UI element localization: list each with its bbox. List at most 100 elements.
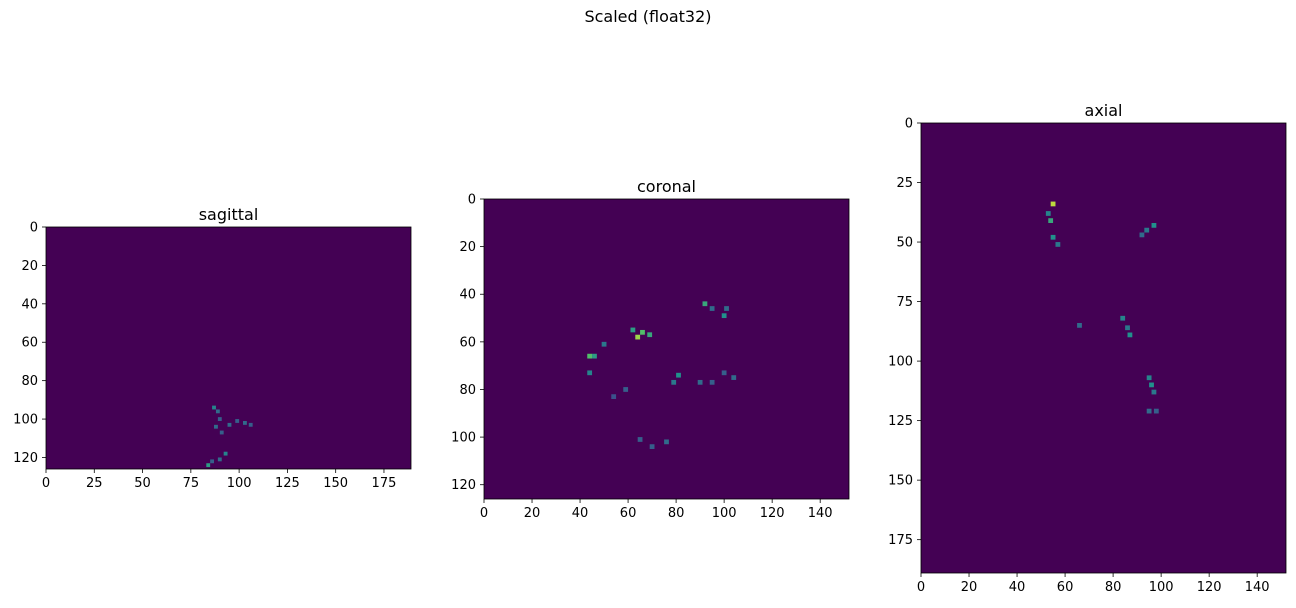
figure-suptitle: Scaled (float32) — [584, 7, 712, 26]
axial-voxel-11 — [1127, 332, 1133, 338]
coronal-xtick-label-7: 140 — [808, 506, 833, 521]
sagittal-ytick-label-1: 20 — [21, 259, 38, 274]
axial-xtick-label-1: 20 — [961, 580, 978, 595]
sagittal-voxel-9 — [223, 451, 228, 456]
coronal-voxel-1 — [709, 306, 715, 311]
sagittal-xtick-label-1: 25 — [86, 476, 103, 491]
coronal-ytick-label-1: 20 — [459, 240, 476, 255]
sagittal-xtick-label-0: 0 — [42, 476, 50, 491]
sagittal-voxel-5 — [227, 422, 232, 427]
coronal-voxel-19 — [611, 394, 617, 399]
coronal-xtick-label-0: 0 — [480, 506, 488, 521]
axial-ytick-label-2: 50 — [896, 236, 913, 251]
coronal-voxel-21 — [649, 444, 655, 449]
sagittal-voxel-12 — [210, 459, 215, 464]
axial-voxel-15 — [1146, 408, 1152, 414]
coronal-voxel-13 — [671, 379, 677, 385]
coronal-voxel-18 — [623, 387, 629, 392]
coronal-ytick-label-3: 60 — [459, 335, 476, 350]
axial-voxel-10 — [1125, 325, 1130, 331]
sagittal-xtick-label-4: 100 — [227, 476, 252, 491]
coronal-ytick-label-5: 100 — [451, 431, 476, 446]
sagittal-axes-frame — [45, 226, 412, 470]
coronal-xtick-label-4: 80 — [668, 506, 685, 521]
coronal-voxel-12 — [676, 372, 681, 378]
sagittal-xtick-label-2: 50 — [134, 476, 151, 491]
coronal-voxel-6 — [640, 329, 645, 335]
axial-voxel-9 — [1120, 315, 1126, 321]
coronal-panel: coronal 0 20 40 60 80 100 120 140 0 20 40 60 80 100 120 — [451, 177, 850, 521]
sagittal-title: sagittal — [199, 205, 259, 224]
axial-voxel-8 — [1077, 323, 1082, 328]
axial-title: axial — [1085, 101, 1123, 120]
sagittal-voxel-2 — [217, 417, 222, 421]
coronal-voxel-11 — [587, 370, 593, 376]
coronal-ytick-label-4: 80 — [459, 383, 476, 398]
coronal-xtick-label-1: 20 — [524, 506, 541, 521]
sagittal-voxel-8 — [248, 422, 253, 427]
coronal-voxel-10 — [592, 353, 597, 359]
coronal-voxel-7 — [647, 332, 653, 338]
sagittal-voxel-11 — [206, 463, 211, 468]
axial-image — [921, 123, 1286, 573]
axial-xtick-label-2: 40 — [1009, 580, 1026, 595]
sagittal-ytick-label-2: 40 — [21, 297, 38, 312]
coronal-ytick-label-2: 40 — [459, 288, 476, 303]
sagittal-voxel-3 — [214, 424, 218, 429]
axial-voxel-5 — [1151, 223, 1157, 228]
sagittal-ytick-label-4: 80 — [21, 374, 38, 389]
axial-ytick-label-5: 125 — [888, 414, 913, 429]
coronal-voxel-2 — [721, 313, 727, 319]
coronal-ytick-label-6: 120 — [451, 478, 476, 493]
coronal-axes-frame — [483, 198, 850, 500]
axial-axes-frame — [920, 122, 1287, 574]
axial-xtick-label-6: 120 — [1197, 580, 1222, 595]
axial-voxel-6 — [1144, 227, 1150, 233]
coronal-voxel-0 — [702, 301, 708, 307]
sagittal-voxel-6 — [235, 419, 240, 423]
axial-ytick-label-7: 175 — [888, 533, 913, 548]
sagittal-voxel-10 — [217, 457, 222, 462]
axial-voxel-0 — [1050, 201, 1056, 207]
coronal-voxel-4 — [630, 327, 636, 333]
sagittal-xtick-label-6: 150 — [323, 476, 348, 491]
coronal-ytick-label-0: 0 — [468, 193, 476, 208]
sagittal-ytick-label-0: 0 — [30, 221, 38, 236]
axial-voxel-2 — [1048, 218, 1054, 223]
axial-voxel-1 — [1045, 211, 1051, 216]
coronal-voxel-22 — [664, 439, 669, 445]
coronal-voxel-20 — [637, 437, 643, 442]
sagittal-ytick-label-5: 100 — [13, 413, 38, 428]
sagittal-voxel-4 — [219, 430, 224, 435]
axial-ytick-label-6: 150 — [888, 474, 913, 489]
coronal-voxel-5 — [635, 334, 641, 340]
coronal-image — [484, 199, 849, 499]
axial-voxel-7 — [1139, 232, 1145, 238]
axial-xtick-label-3: 60 — [1057, 580, 1074, 595]
coronal-voxel-3 — [724, 306, 729, 311]
axial-voxel-16 — [1153, 408, 1159, 414]
axial-voxel-3 — [1050, 234, 1056, 240]
axial-voxel-12 — [1146, 375, 1152, 381]
coronal-xtick-label-6: 120 — [760, 506, 785, 521]
sagittal-voxel-0 — [212, 405, 216, 410]
coronal-voxel-16 — [721, 370, 727, 376]
coronal-voxel-15 — [709, 379, 715, 385]
sagittal-xtick-label-3: 75 — [183, 476, 200, 491]
sagittal-ytick-label-6: 120 — [13, 451, 38, 466]
axial-ytick-label-3: 75 — [896, 295, 913, 310]
coronal-voxel-14 — [697, 379, 703, 385]
coronal-xtick-label-5: 100 — [712, 506, 737, 521]
sagittal-panel: sagittal 0 25 50 75 100 125 150 175 0 20 40 60 80 100 1… — [13, 205, 412, 491]
sagittal-voxel-1 — [215, 409, 220, 414]
coronal-xtick-label-2: 40 — [572, 506, 589, 521]
axial-xtick-label-5: 100 — [1149, 580, 1174, 595]
sagittal-voxel-7 — [242, 420, 247, 425]
axial-voxel-13 — [1149, 382, 1154, 388]
sagittal-image — [46, 227, 411, 469]
axial-ytick-label-4: 100 — [888, 355, 913, 370]
sagittal-ytick-label-3: 60 — [21, 336, 38, 351]
axial-voxel-4 — [1055, 242, 1061, 247]
coronal-xtick-label-3: 60 — [620, 506, 637, 521]
